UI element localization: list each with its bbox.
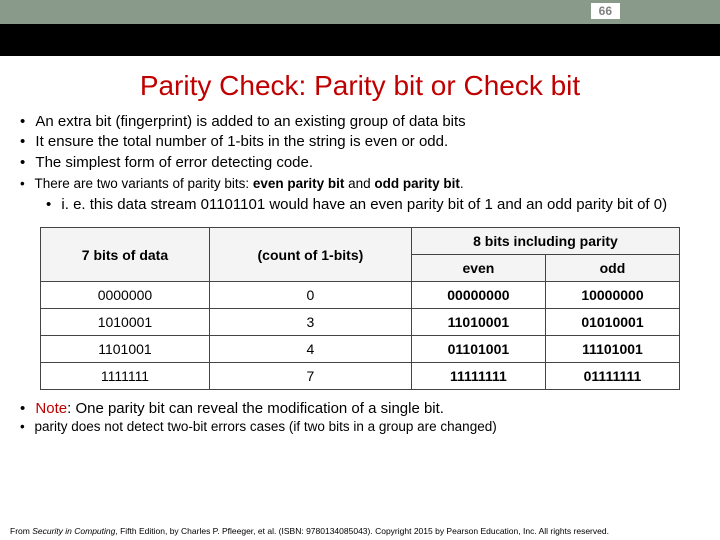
- parity-table: 7 bits of data (count of 1-bits) 8 bits …: [40, 227, 680, 390]
- sub-bullet-item: i. e. this data stream 01101101 would ha…: [46, 195, 702, 215]
- cell-even: 00000000: [411, 282, 545, 309]
- cell-count: 0: [209, 282, 411, 309]
- even-parity-label: even parity bit: [253, 176, 345, 191]
- text: 10000000: [581, 287, 643, 303]
- slide-title: Parity Check: Parity bit or Check bit: [0, 70, 720, 102]
- th-odd: odd: [545, 255, 679, 282]
- cell-count: 3: [209, 309, 411, 336]
- footer-prefix: From: [10, 526, 32, 536]
- cell-even: 11010001: [411, 309, 545, 336]
- cell-count: 7: [209, 363, 411, 390]
- bullet-item: There are two variants of parity bits: e…: [18, 175, 702, 193]
- cell-even: 11111111: [411, 363, 545, 390]
- cell-count: 4: [209, 336, 411, 363]
- cell-data7: 0000000: [41, 282, 210, 309]
- text: .: [460, 176, 464, 191]
- text: 11010001: [448, 314, 510, 330]
- cell-odd: 11101001: [545, 336, 679, 363]
- cell-odd: 01111111: [545, 363, 679, 390]
- text: 01010001: [581, 314, 643, 330]
- th-parity: 8 bits including parity: [411, 228, 679, 255]
- table-row: 0000000 0 00000000 10000000: [41, 282, 680, 309]
- cell-data7: 1101001: [41, 336, 210, 363]
- cell-even: 01101001: [411, 336, 545, 363]
- text: 00000000: [447, 287, 509, 303]
- note-label: Note: [35, 400, 67, 417]
- variants-bullet: There are two variants of parity bits: e…: [18, 175, 702, 193]
- page-number: 66: [591, 3, 620, 19]
- cell-data7: 1111111: [41, 363, 210, 390]
- text: and: [344, 176, 374, 191]
- black-bar: [0, 24, 720, 56]
- cell-odd: 10000000: [545, 282, 679, 309]
- table-row: 1101001 4 01101001 11101001: [41, 336, 680, 363]
- th-data7: 7 bits of data: [41, 228, 210, 282]
- footer-title: Security in Computing: [32, 526, 115, 536]
- header-bar: 66: [0, 0, 720, 24]
- th-even: even: [411, 255, 545, 282]
- bullet-item: It ensure the total number of 1-bits in …: [18, 132, 702, 152]
- text: There are two variants of parity bits:: [34, 176, 252, 191]
- note-text: : One parity bit can reveal the modifica…: [67, 400, 444, 417]
- table-row: 1111111 7 11111111 01111111: [41, 363, 680, 390]
- cell-odd: 01010001: [545, 309, 679, 336]
- text: 11101001: [582, 341, 643, 357]
- bullet-item: The simplest form of error detecting cod…: [18, 153, 702, 173]
- th-count: (count of 1-bits): [209, 228, 411, 282]
- footer-rest: , Fifth Edition, by Charles P. Pfleeger,…: [115, 526, 609, 536]
- footer: From Security in Computing, Fifth Editio…: [10, 526, 609, 536]
- bullet-item: An extra bit (fingerprint) is added to a…: [18, 112, 702, 132]
- sub-bullets: i. e. this data stream 01101101 would ha…: [46, 195, 702, 215]
- text: 11111111: [450, 368, 507, 384]
- main-bullets: An extra bit (fingerprint) is added to a…: [18, 112, 702, 173]
- text: 01101001: [448, 341, 510, 357]
- odd-parity-label: odd parity bit: [374, 176, 460, 191]
- note-line: Note: One parity bit can reveal the modi…: [18, 400, 702, 417]
- note-sub: parity does not detect two-bit errors ca…: [18, 419, 702, 434]
- table-row: 1010001 3 11010001 01010001: [41, 309, 680, 336]
- text: 01111111: [584, 368, 642, 384]
- content-area: An extra bit (fingerprint) is added to a…: [0, 112, 720, 434]
- cell-data7: 1010001: [41, 309, 210, 336]
